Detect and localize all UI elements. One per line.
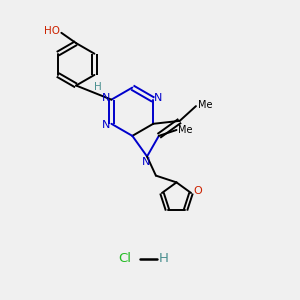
Text: N: N [154,93,162,103]
Text: H: H [159,252,169,266]
Text: N: N [102,93,111,103]
Text: H: H [94,82,102,92]
Text: N: N [102,120,110,130]
Text: N: N [141,157,150,167]
Text: HO: HO [44,26,60,36]
Text: Me: Me [197,100,212,110]
Text: Cl: Cl [118,252,131,266]
Text: O: O [193,187,202,196]
Text: Me: Me [178,125,193,135]
